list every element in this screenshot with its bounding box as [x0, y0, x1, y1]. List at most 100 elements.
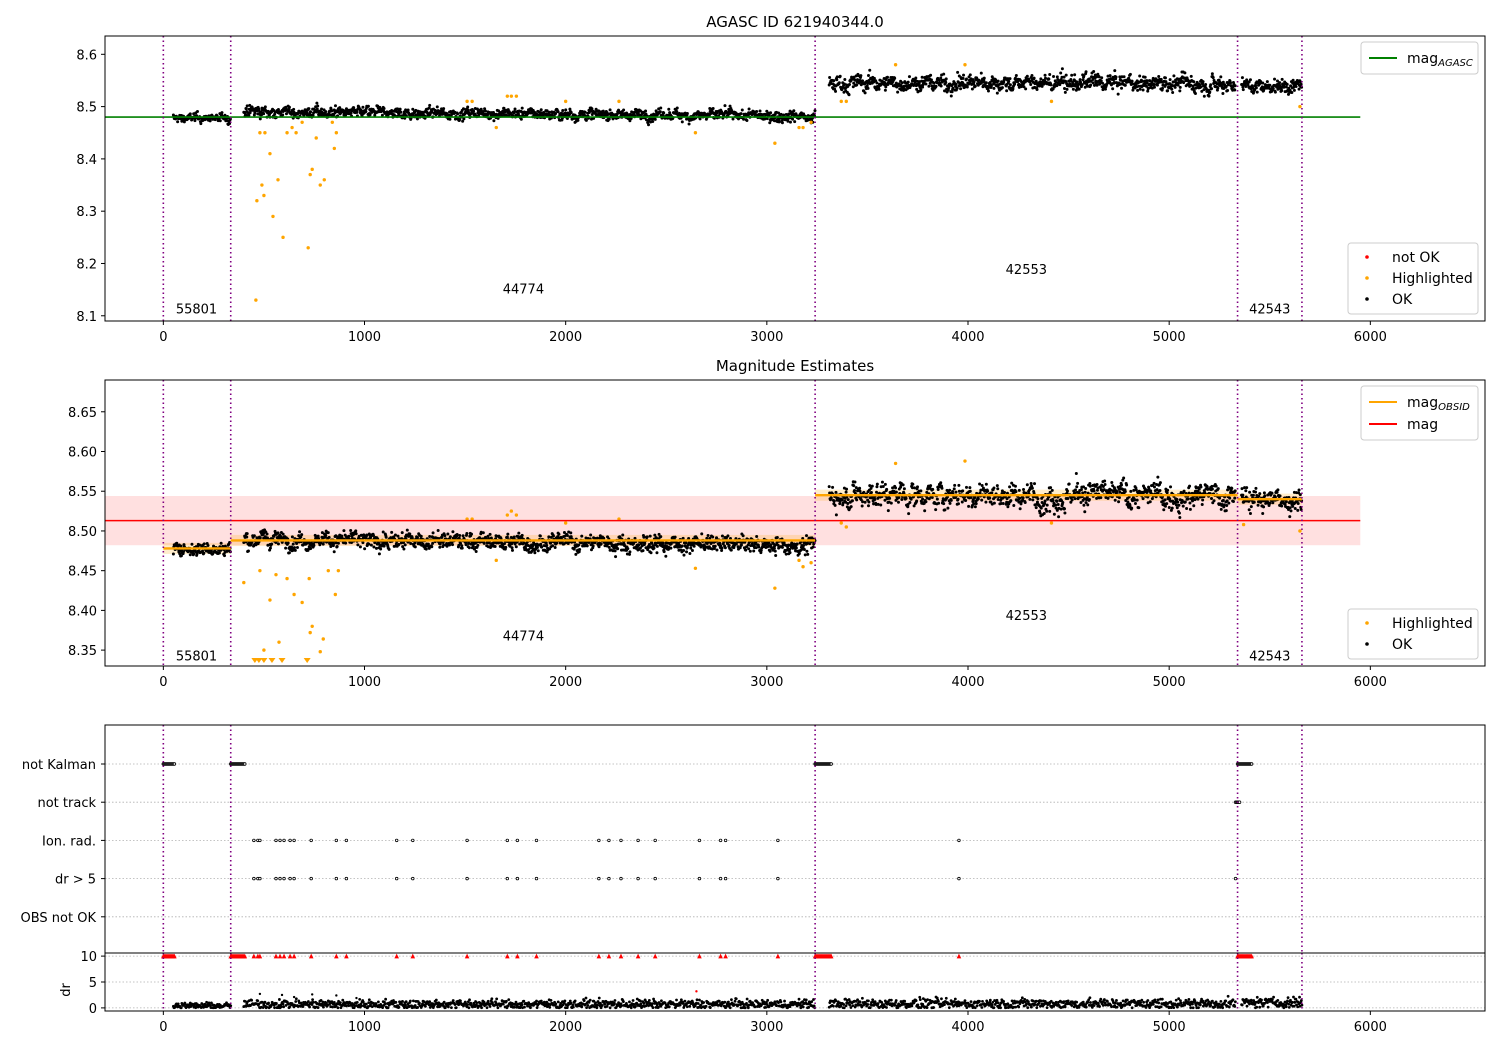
- panel1-ok-point: [284, 112, 288, 116]
- panel1-ok-point: [361, 105, 365, 109]
- panel2-ok-point: [759, 548, 763, 552]
- panel1-ok-point: [964, 77, 968, 81]
- panel1-ok-point: [456, 112, 460, 116]
- panel2-ok-point: [1170, 506, 1174, 510]
- panel2-ok-point: [915, 499, 919, 503]
- panel1-ok-point: [1208, 90, 1212, 94]
- panel1-ok-point: [863, 91, 867, 95]
- panel1-ok-point: [951, 86, 955, 90]
- panel2-ok-point: [547, 535, 551, 539]
- panel1-ok-point: [1261, 81, 1265, 85]
- panel2-ok-point: [1010, 481, 1014, 485]
- panel1-ok-point: [851, 85, 855, 89]
- panel1-x-tick-label: 4000: [951, 330, 984, 345]
- panel1-ok-point: [1145, 79, 1149, 83]
- panel2-ok-point: [638, 546, 642, 550]
- panel1-ok-point: [263, 105, 267, 109]
- panel2-ok-point: [393, 533, 397, 537]
- panel1-highlighted-point: [617, 99, 621, 104]
- panel1-ok-point: [1130, 79, 1134, 83]
- panel1-y-tick-label: 8.3: [76, 205, 97, 220]
- panel1-ok-point: [986, 89, 990, 93]
- panel1-ok-point: [1131, 88, 1135, 92]
- panel2-ok-point: [954, 490, 958, 494]
- panel1-ok-point: [333, 104, 337, 108]
- panel2-ok-point: [451, 530, 455, 534]
- panel1-ok-point: [984, 81, 988, 85]
- panel2-ok-point: [1048, 490, 1052, 494]
- panel2-ok-point: [1165, 491, 1169, 495]
- panel1-ok-point: [739, 112, 743, 116]
- panel2-ok-point: [1095, 488, 1099, 492]
- panel2-ok-point: [802, 547, 806, 551]
- panel2-ok-point: [578, 547, 582, 551]
- panel2-ok-point: [192, 552, 196, 556]
- panel1-ok-point: [959, 87, 963, 91]
- panel2-ok-point: [759, 551, 763, 555]
- panel2-ok-point: [1000, 489, 1004, 493]
- panel2-ok-point: [190, 542, 194, 546]
- panel2-ok-point: [469, 542, 473, 546]
- panel1-ok-point: [883, 88, 887, 92]
- panel2-ok-point: [881, 485, 885, 489]
- panel1-highlighted-point: [334, 131, 339, 135]
- panel1-ok-point: [1259, 79, 1263, 83]
- panel2-ok-point: [202, 551, 206, 555]
- panel2-ok-point: [1054, 506, 1058, 510]
- panel1-ok-point: [1211, 76, 1215, 80]
- panel2-ok-point: [741, 534, 745, 538]
- panel1-ok-point: [307, 107, 311, 111]
- panel2-ok-point: [923, 509, 927, 513]
- panel1-ok-point: [961, 81, 965, 85]
- panel2-ok-point: [467, 542, 471, 546]
- panel2-ok-point: [909, 497, 913, 501]
- panel1-ok-point: [855, 83, 859, 87]
- panel2-ok-point: [723, 546, 727, 550]
- panel1-ok-point: [380, 113, 384, 117]
- panel1-ok-point: [223, 113, 227, 117]
- panel2-ok-point: [902, 487, 906, 491]
- panel1-ok-point: [1014, 73, 1018, 77]
- panel1-ok-point: [1297, 87, 1301, 91]
- panel1-highlighted-point: [505, 94, 510, 98]
- panel1-ok-point: [1113, 69, 1117, 73]
- panel2-ok-point: [279, 534, 283, 538]
- panel1-ok-point: [1070, 73, 1074, 77]
- panel2-ok-point: [869, 491, 873, 495]
- panel1-ok-point: [1103, 87, 1107, 91]
- panel1-ok-point: [483, 109, 487, 113]
- panel2-ok-point: [367, 542, 371, 546]
- panel1-ok-point: [1193, 92, 1197, 96]
- panel1-ok-point: [1032, 76, 1036, 80]
- panel1-ok-point: [723, 104, 727, 108]
- panel1-ok-point: [788, 120, 792, 124]
- panel1-ok-point: [667, 107, 671, 111]
- panel2-ok-point: [811, 545, 815, 549]
- panel1-ok-point: [1220, 83, 1224, 87]
- panel1-ok-point: [281, 113, 285, 117]
- panel1-ok-point: [950, 90, 954, 94]
- panel1-ok-point: [1059, 71, 1063, 75]
- panel1-ok-point: [608, 108, 612, 112]
- panel2-ok-point: [1018, 496, 1022, 500]
- panel1-ok-point: [1082, 74, 1086, 78]
- panel1-highlighted-point: [281, 235, 285, 240]
- panel1-ok-point: [780, 118, 784, 122]
- panel2-ok-point: [1123, 490, 1127, 494]
- panel2-ok-point: [1086, 503, 1090, 507]
- panel2-ok-point: [458, 534, 462, 538]
- panel2-ok-point: [585, 544, 589, 548]
- panel2-ok-point: [219, 541, 223, 545]
- panel1-ok-point: [1056, 77, 1060, 81]
- panel2-ok-point: [540, 545, 544, 549]
- panel1-ok-point: [1155, 83, 1159, 87]
- panel2-ok-point: [448, 543, 452, 547]
- panel1-ok-point: [584, 118, 588, 122]
- panel1-ok-point: [1166, 89, 1170, 93]
- panel1-highlighted-point: [801, 125, 805, 130]
- panel1-highlighted-point: [260, 183, 264, 187]
- panel2-ok-point: [178, 552, 182, 556]
- panel2-ok-point: [858, 486, 862, 490]
- panel1-ok-point: [1055, 84, 1059, 88]
- panel1-highlighted-point: [1298, 104, 1302, 109]
